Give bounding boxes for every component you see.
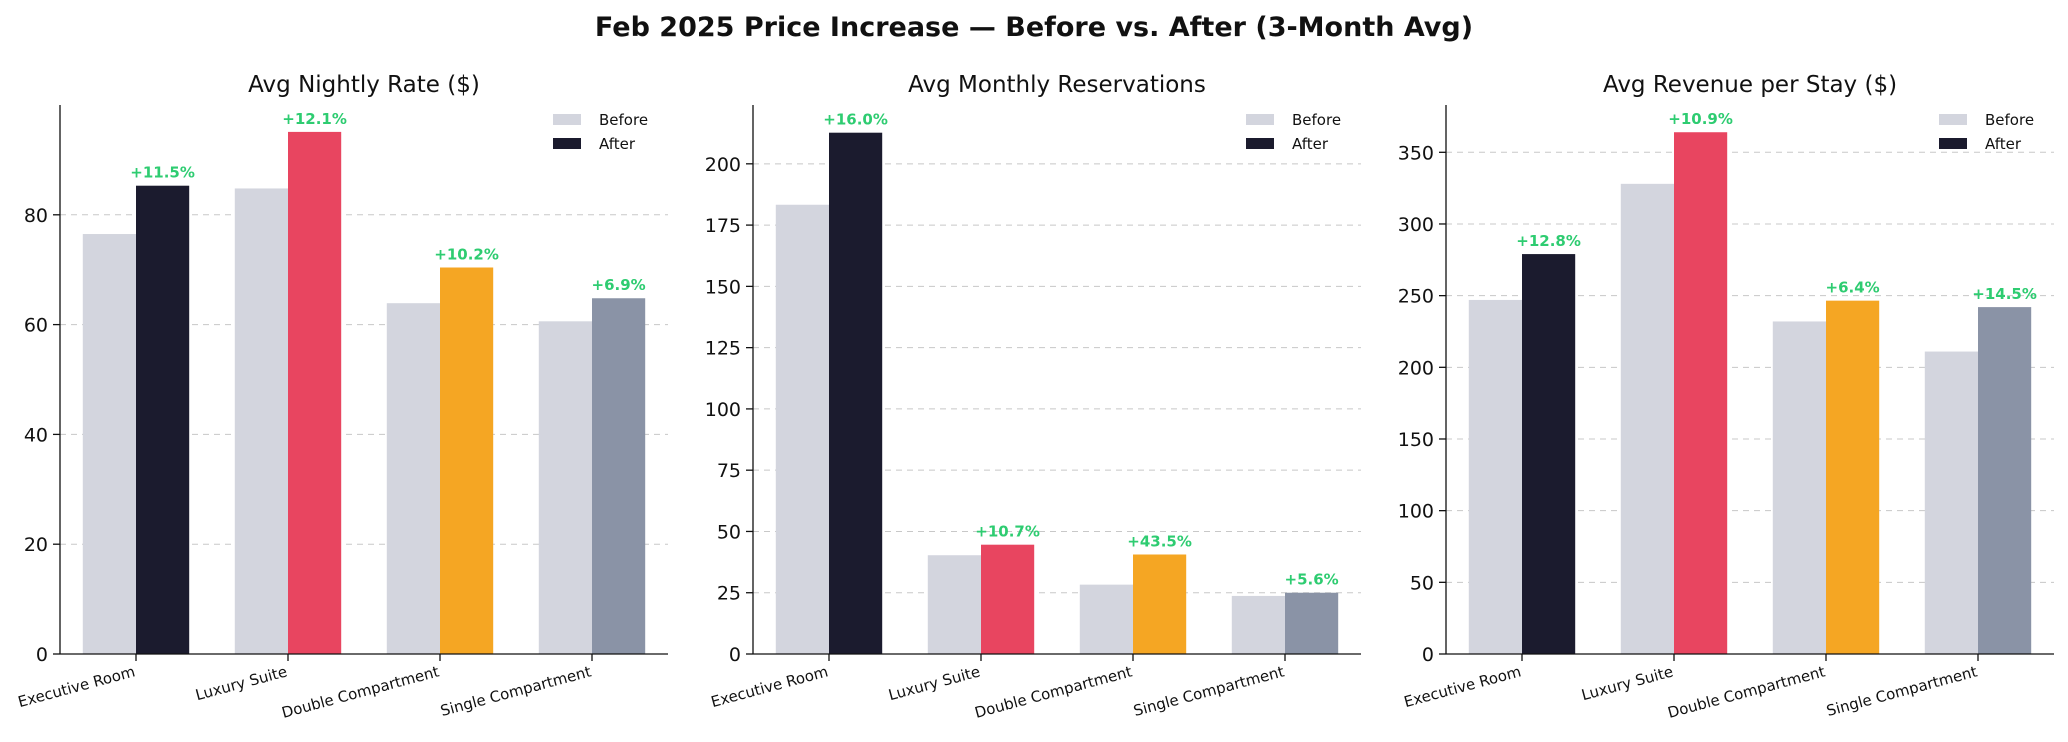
y-tick-label: 250 [1398, 286, 1434, 308]
y-tick-label: 0 [729, 644, 741, 666]
legend-swatch [1939, 138, 1967, 149]
bar-before [386, 303, 440, 654]
x-tick-label: Double Compartment [973, 662, 1134, 721]
bar-after [1285, 592, 1339, 654]
bar-after [829, 132, 883, 655]
y-tick-label: 200 [1398, 357, 1434, 379]
legend-swatch [1939, 114, 1967, 125]
bar-after [592, 298, 646, 654]
bar-after [1522, 254, 1576, 654]
panel-title: Avg Monthly Reservations [908, 72, 1206, 98]
panel-title: Avg Nightly Rate ($) [248, 72, 480, 98]
bar-after [981, 544, 1035, 654]
bar-before [1924, 351, 1978, 654]
legend: Before After [1246, 111, 1341, 153]
bar-after [440, 267, 494, 654]
y-tick-label: 40 [24, 424, 48, 446]
change-label: +14.5% [1972, 285, 2037, 303]
x-tick-label: Executive Room [16, 662, 137, 711]
bar-before [538, 321, 592, 654]
legend-swatch [1246, 114, 1274, 125]
y-tick-label: 150 [705, 276, 741, 298]
change-label: +10.9% [1668, 110, 1733, 128]
change-label: +6.9% [592, 276, 646, 294]
legend-label: After [1985, 135, 2022, 153]
change-label: +11.5% [130, 164, 195, 182]
legend-swatch [553, 138, 581, 149]
change-label: +10.2% [434, 246, 499, 264]
x-tick-label: Luxury Suite [193, 662, 289, 704]
y-tick-label: 60 [24, 315, 48, 337]
bar-before [1468, 299, 1522, 654]
y-tick-label: 100 [1398, 501, 1434, 523]
y-tick-label: 150 [1398, 429, 1434, 451]
panel-title: Avg Revenue per Stay ($) [1603, 72, 1897, 98]
x-tick-label: Luxury Suite [886, 662, 982, 704]
change-label: +12.8% [1516, 232, 1581, 250]
x-tick-label: Single Compartment [1825, 662, 1980, 720]
change-label: +16.0% [823, 111, 888, 129]
bar-before [1079, 584, 1133, 654]
chart-panel-3: Avg Revenue per Stay ($) 0 50 100 150 200 250 3… [1398, 72, 2054, 722]
y-tick-label: 200 [705, 154, 741, 176]
figure-title: Feb 2025 Price Increase — Before vs. Aft… [595, 12, 1473, 43]
chart-panel-1: Avg Nightly Rate ($) 0 20 40 60 80 +11.5% Execu… [16, 72, 668, 722]
change-label: +6.4% [1826, 279, 1880, 297]
y-tick-label: 20 [24, 534, 48, 556]
change-label: +5.6% [1285, 571, 1339, 589]
bar-before [927, 555, 981, 654]
legend-label: After [1292, 135, 1329, 153]
y-tick-label: 50 [1410, 572, 1434, 594]
chart-panel-2: Avg Monthly Reservations 0 25 50 75 100 125 150… [705, 72, 1361, 722]
y-tick-label: 350 [1398, 142, 1434, 164]
change-label: +43.5% [1127, 532, 1192, 550]
bar-before [775, 204, 829, 654]
legend-label: Before [1292, 111, 1341, 129]
legend-label: After [599, 135, 636, 153]
bar-after [136, 185, 190, 654]
change-label: +12.1% [282, 110, 347, 128]
y-tick-label: 0 [36, 644, 48, 666]
legend-swatch [553, 114, 581, 125]
legend-label: Before [1985, 111, 2034, 129]
legend-label: Before [599, 111, 648, 129]
legend: Before After [1939, 111, 2034, 153]
y-tick-label: 300 [1398, 214, 1434, 236]
x-tick-label: Single Compartment [439, 662, 594, 720]
change-label: +10.7% [975, 523, 1040, 541]
legend-swatch [1246, 138, 1274, 149]
x-tick-label: Executive Room [1402, 662, 1523, 711]
x-tick-label: Double Compartment [1666, 662, 1827, 721]
y-tick-label: 50 [717, 521, 741, 543]
y-tick-label: 25 [717, 583, 741, 605]
x-tick-label: Single Compartment [1132, 662, 1287, 720]
y-tick-label: 100 [705, 399, 741, 421]
x-tick-label: Luxury Suite [1579, 662, 1675, 704]
y-tick-label: 175 [705, 215, 741, 237]
bar-after [1674, 132, 1728, 654]
bar-after [1133, 554, 1187, 654]
x-tick-label: Double Compartment [280, 662, 441, 721]
y-tick-label: 75 [717, 460, 741, 482]
y-tick-label: 80 [24, 205, 48, 227]
bar-before [1231, 595, 1285, 654]
bar-before [82, 234, 136, 654]
x-tick-label: Executive Room [709, 662, 830, 711]
y-tick-label: 125 [705, 338, 741, 360]
bar-before [234, 188, 288, 654]
bar-before [1620, 183, 1674, 654]
bar-after [1978, 307, 2032, 654]
legend: Before After [553, 111, 648, 153]
bar-after [1826, 300, 1880, 654]
bar-after [288, 131, 342, 654]
bar-before [1772, 321, 1826, 654]
y-tick-label: 0 [1422, 644, 1434, 666]
